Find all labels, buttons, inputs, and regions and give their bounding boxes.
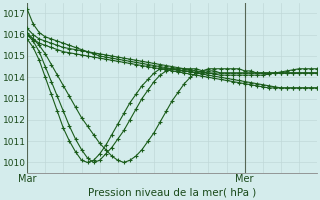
X-axis label: Pression niveau de la mer( hPa ): Pression niveau de la mer( hPa ) — [88, 187, 256, 197]
